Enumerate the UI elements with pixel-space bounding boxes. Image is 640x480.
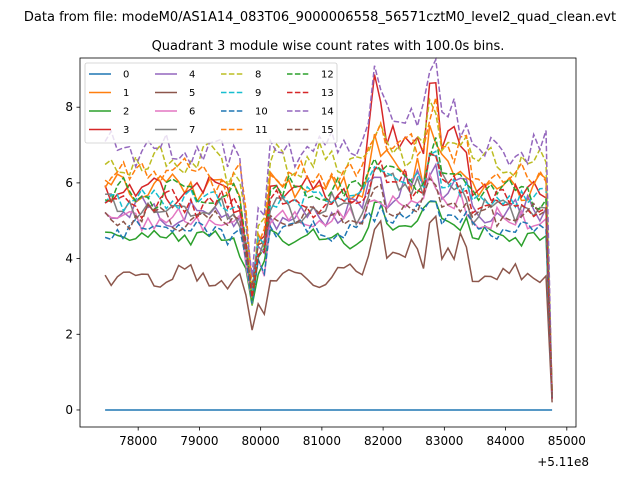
plot-frame bbox=[79, 57, 577, 428]
y-tick-label: 6 bbox=[65, 176, 73, 190]
chart-suptitle: Data from file: modeM0/AS1A14_083T06_900… bbox=[24, 10, 616, 25]
x-tick-label: 82000 bbox=[364, 434, 402, 448]
legend-label-14: 14 bbox=[321, 107, 334, 118]
series-line-5 bbox=[104, 214, 553, 403]
series-line-15 bbox=[104, 176, 553, 399]
y-tick-label: 0 bbox=[65, 403, 73, 417]
legend-label-3: 3 bbox=[123, 125, 129, 136]
series-line-1 bbox=[104, 124, 553, 392]
y-tick-label: 8 bbox=[65, 100, 73, 114]
legend-label-1: 1 bbox=[123, 88, 129, 99]
chart-title: Quadrant 3 module wise count rates with … bbox=[152, 39, 505, 54]
x-tick-label: 83000 bbox=[425, 434, 463, 448]
series-line-4 bbox=[104, 162, 553, 395]
x-tick-label: 81000 bbox=[303, 434, 341, 448]
legend-label-12: 12 bbox=[321, 70, 334, 81]
x-tick-label: 80000 bbox=[242, 434, 280, 448]
legend-label-13: 13 bbox=[321, 88, 334, 99]
series-line-12 bbox=[104, 137, 553, 395]
series-line-13 bbox=[104, 152, 553, 399]
legend-label-5: 5 bbox=[189, 88, 195, 99]
legend-label-9: 9 bbox=[255, 88, 261, 99]
x-axis-offset-label: +5.11e8 bbox=[537, 455, 589, 469]
x-tick-label: 85000 bbox=[548, 434, 586, 448]
legend-label-4: 4 bbox=[189, 70, 195, 81]
x-tick-label: 78000 bbox=[119, 434, 157, 448]
legend-label-7: 7 bbox=[189, 125, 195, 136]
series-line-11 bbox=[104, 97, 553, 395]
legend-label-2: 2 bbox=[123, 107, 129, 118]
legend-box bbox=[84, 62, 338, 144]
x-tick-label: 84000 bbox=[486, 434, 524, 448]
y-axis-ticks: 0 2 4 6 8 bbox=[65, 100, 80, 417]
series-line-10 bbox=[104, 200, 553, 399]
legend-label-15: 15 bbox=[321, 125, 334, 136]
legend-label-0: 0 bbox=[123, 70, 129, 81]
legend-label-11: 11 bbox=[255, 125, 268, 136]
legend-label-6: 6 bbox=[189, 107, 195, 118]
y-tick-label: 4 bbox=[65, 252, 73, 266]
series-line-9 bbox=[104, 150, 553, 399]
y-tick-label: 2 bbox=[65, 327, 73, 341]
x-tick-label: 79000 bbox=[180, 434, 218, 448]
axes-frame bbox=[79, 57, 577, 428]
series-line-8 bbox=[104, 97, 553, 395]
legend-label-10: 10 bbox=[255, 107, 268, 118]
x-axis-ticks: 78000 79000 80000 81000 82000 83000 84000 85000 bbox=[119, 427, 586, 448]
legend-label-8: 8 bbox=[255, 70, 261, 81]
series-line-2 bbox=[105, 200, 553, 392]
